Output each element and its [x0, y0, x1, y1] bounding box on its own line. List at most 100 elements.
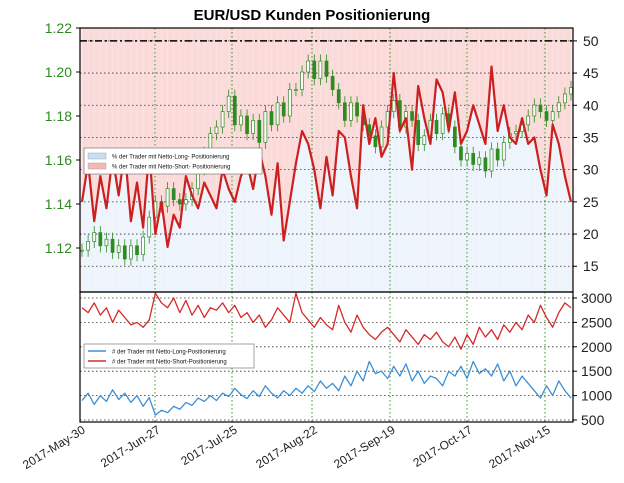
- price-candle-body: [514, 131, 518, 134]
- legend-bottom-box: [83, 343, 255, 369]
- tick-label-right-bottom: 2000: [581, 339, 612, 355]
- tick-label-right-top: 30: [583, 162, 599, 178]
- price-candle-body: [434, 120, 439, 134]
- price-candle-body: [281, 102, 286, 117]
- price-candle-body: [306, 60, 311, 73]
- tick-label-right-top: 15: [583, 258, 599, 274]
- legend-top-label: % der Trader mit Netto-Short- Positionie…: [112, 165, 230, 171]
- price-candle-body: [342, 102, 347, 121]
- price-candle-body: [471, 153, 476, 165]
- price-candle-body: [116, 245, 121, 253]
- tick-label-left: 1.18: [45, 108, 72, 124]
- price-candle-body: [98, 232, 103, 247]
- price-candle-body: [226, 95, 231, 112]
- price-candle-body: [92, 232, 97, 242]
- price-candle-body: [336, 89, 341, 104]
- price-candle-body: [318, 60, 323, 79]
- tick-label-right-bottom: 3000: [581, 290, 612, 306]
- legend-top-box: [83, 147, 263, 175]
- price-candle-body: [269, 111, 274, 126]
- price-candle-body: [373, 135, 378, 148]
- tick-label-x: 2017-Nov-15: [486, 422, 553, 471]
- tick-label-x: 2017-May-30: [20, 423, 88, 473]
- price-candle-body: [569, 87, 573, 95]
- price-candle-body: [239, 115, 243, 126]
- legend-bottom-label: # der Trader mit Netto-Long-Positionieru…: [112, 350, 226, 356]
- tick-label-left: 1.16: [45, 152, 72, 168]
- tick-label-x: 2017-Oct-17: [411, 422, 475, 469]
- price-candle-body: [477, 157, 482, 165]
- price-candle-body: [275, 102, 280, 126]
- price-candle-body: [104, 238, 109, 247]
- price-candle-body: [416, 120, 421, 145]
- tick-label-left: 1.12: [45, 240, 72, 256]
- price-candle-body: [489, 148, 494, 172]
- tick-label-right-top: 35: [583, 129, 599, 145]
- price-candle-body: [171, 188, 176, 200]
- price-candle-body: [379, 126, 384, 148]
- tick-label-right-top: 45: [583, 65, 599, 81]
- price-candle-body: [214, 126, 219, 134]
- legend-bottom-label: # der Trader mit Netto-Short-Positionier…: [112, 360, 227, 366]
- price-candle-body: [294, 89, 298, 91]
- price-candle-body: [563, 93, 567, 104]
- tick-label-left: 1.22: [45, 20, 72, 36]
- price-candle-body: [177, 199, 182, 205]
- price-candle-body: [263, 111, 268, 143]
- tick-label-right-bottom: 500: [581, 412, 605, 428]
- price-candle-body: [86, 241, 90, 251]
- tick-label-x: 2017-Jul-25: [178, 422, 239, 468]
- price-candle-body: [330, 76, 335, 90]
- price-candle-body: [556, 102, 561, 112]
- price-candle-body: [532, 104, 537, 117]
- price-candle-body: [544, 111, 549, 121]
- tick-label-right-top: 25: [583, 194, 599, 210]
- tick-label-x: 2017-Aug-22: [253, 423, 320, 472]
- price-candle-body: [349, 102, 353, 121]
- price-candle-body: [550, 111, 555, 121]
- bottom-panel-frame: [79, 291, 574, 423]
- price-candle-body: [300, 71, 304, 90]
- legend-top: % der Trader mit Netto-Long- Positionier…: [83, 147, 263, 175]
- price-candle-body: [459, 146, 463, 161]
- price-candle-body: [232, 95, 237, 126]
- tick-label-right-bottom: 2500: [581, 314, 612, 330]
- price-candle-body: [141, 236, 145, 255]
- price-candle-body: [440, 113, 445, 134]
- price-candle-body: [257, 120, 262, 143]
- tick-label-right-bottom: 1000: [581, 388, 612, 404]
- price-candle-body: [287, 89, 292, 117]
- price-candle-body: [391, 100, 396, 112]
- price-candle-body: [410, 111, 414, 121]
- price-candle-body: [165, 188, 170, 207]
- price-candle-body: [538, 104, 543, 112]
- tick-label-left: 1.14: [45, 196, 72, 212]
- price-candle-body: [324, 60, 329, 77]
- price-candle-body: [465, 153, 469, 161]
- price-candle-body: [110, 238, 115, 253]
- price-candle-body: [147, 216, 152, 238]
- price-candle-body: [184, 199, 188, 205]
- tick-label-right-bottom: 1500: [581, 363, 612, 379]
- legend-top-swatch: [87, 162, 107, 170]
- price-candle-body: [495, 148, 500, 161]
- legend-top-label: % der Trader mit Netto-Long- Positionier…: [112, 155, 229, 161]
- price-candle-body: [129, 245, 133, 260]
- price-candle-body: [122, 245, 127, 260]
- chart-title: EUR/USD Kunden Positionierung: [194, 7, 431, 24]
- price-candle-body: [80, 249, 84, 252]
- price-candle-body: [355, 102, 359, 117]
- price-candle-body: [453, 126, 457, 148]
- tick-label-x: 2017-Sep-19: [331, 423, 398, 472]
- tick-label-x: 2017-Jun-27: [98, 423, 163, 471]
- price-candle-body: [245, 115, 249, 134]
- price-candle-body: [135, 245, 139, 255]
- tick-label-left: 1.20: [45, 64, 72, 80]
- legend-top-swatch: [87, 152, 107, 160]
- price-candle-body: [483, 157, 488, 172]
- series-line-long-count: [81, 360, 572, 416]
- price-candle-body: [312, 60, 317, 79]
- price-candle-body: [422, 135, 427, 145]
- price-candle-body: [220, 111, 225, 128]
